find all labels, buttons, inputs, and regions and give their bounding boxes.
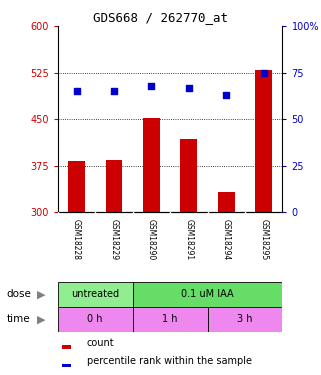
Point (111, 88, 117, 94)
Text: GSM18294: GSM18294 (222, 219, 231, 260)
Text: GSM18291: GSM18291 (184, 219, 193, 260)
Bar (133, 307, 208, 332)
Text: 0 h: 0 h (88, 314, 103, 324)
Text: GSM18290: GSM18290 (147, 219, 156, 260)
Bar (58, 282, 133, 307)
Point (149, 83, 154, 89)
Point (74, 88, 79, 94)
Point (261, 70, 266, 76)
Bar (208, 307, 282, 332)
Text: GSM18295: GSM18295 (259, 219, 268, 260)
Text: dose: dose (6, 289, 31, 299)
Text: ▶: ▶ (37, 289, 45, 299)
Bar (68, 161, 85, 212)
Text: count: count (87, 338, 115, 348)
Point (186, 85, 191, 91)
Bar (143, 118, 160, 212)
Text: 0.1 uM IAA: 0.1 uM IAA (181, 289, 234, 299)
Bar (218, 192, 235, 212)
Text: percentile rank within the sample: percentile rank within the sample (87, 356, 252, 366)
Text: 1 h: 1 h (162, 314, 178, 324)
Bar (180, 139, 197, 212)
Text: untreated: untreated (71, 289, 119, 299)
Text: time: time (6, 314, 30, 324)
Text: GDS668 / 262770_at: GDS668 / 262770_at (93, 11, 228, 24)
Bar (58, 307, 133, 332)
Bar (255, 70, 272, 212)
Text: GSM18228: GSM18228 (72, 219, 81, 260)
Bar (106, 160, 122, 212)
Bar (133, 282, 282, 307)
Bar (62, 345, 71, 349)
Text: ▶: ▶ (37, 314, 45, 324)
Text: 3 h: 3 h (237, 314, 253, 324)
Text: GSM18229: GSM18229 (109, 219, 118, 260)
Bar (62, 364, 71, 368)
Point (224, 92, 229, 98)
